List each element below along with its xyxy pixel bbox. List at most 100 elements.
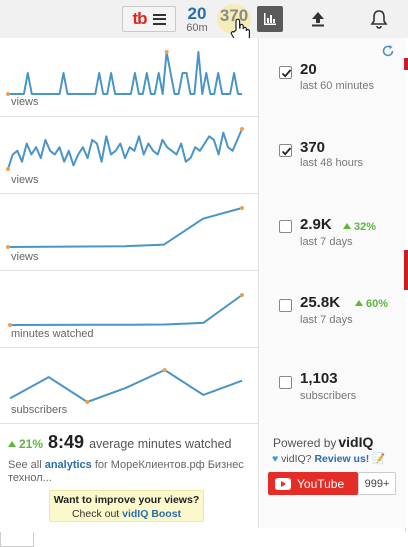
bar-chart-button[interactable]	[257, 6, 283, 32]
min-point-marker	[8, 323, 12, 327]
subscribers-label: subscribers	[300, 390, 357, 402]
youtube-play-icon	[275, 477, 291, 490]
views-7d-period: last 7 days	[300, 236, 353, 248]
graph-row-minutes-7d: minutes watched	[0, 271, 258, 348]
views-48h-sparkline	[6, 127, 244, 171]
stat-row-views-48h: 370 last 48 hours	[260, 117, 406, 194]
up-arrow-icon	[355, 300, 363, 306]
graph-row-views-48h: views	[0, 117, 258, 194]
youtube-subscriber-count: 999+	[358, 472, 396, 495]
views-7d-sparkline	[6, 206, 244, 249]
stat-row-views-60m: 20 last 60 minutes	[260, 38, 406, 117]
graph-row-views-7d: views	[0, 194, 258, 271]
views-7d-count: 2.9K	[300, 216, 332, 233]
vidiq-logo: tb	[132, 9, 147, 28]
minutes-7d-growth: 60%	[355, 298, 388, 310]
up-arrow-icon	[8, 441, 16, 447]
views-60m-checkbox[interactable]	[279, 66, 292, 79]
stats-column: 20 last 60 minutes 370 last 48 hours 2.9…	[260, 38, 406, 528]
page-background	[0, 532, 408, 547]
graph-label: views	[11, 174, 39, 186]
views-60m-count: 20	[300, 61, 317, 78]
views-60m-value: 20	[187, 4, 207, 23]
minutes-watched-sparkline	[8, 293, 244, 327]
vidiq-boost-link[interactable]: vidIQ Boost	[122, 508, 182, 520]
views-60m-sparkline	[6, 50, 242, 96]
boost-cta: Check out vidIQ Boost	[71, 508, 182, 520]
graph-label: views	[11, 96, 39, 108]
max-point-marker	[162, 368, 167, 372]
upload-icon	[312, 12, 324, 27]
views-48h-count: 370	[300, 139, 326, 156]
heart-icon: ♥	[272, 453, 279, 465]
max-point-marker	[164, 50, 169, 54]
upload-button[interactable]	[307, 6, 329, 32]
minutes-7d-checkbox[interactable]	[279, 299, 292, 312]
subscribers-count: 1,103	[300, 370, 338, 387]
minutes-7d-count: 25.8K	[300, 294, 341, 311]
sparkline-series	[9, 294, 243, 326]
stat-row-minutes-7d: 25.8K 60% last 7 days	[260, 271, 406, 348]
views-60m-period: last 60 minutes	[300, 80, 374, 92]
views-48h-stat[interactable]: 370	[217, 4, 251, 34]
checkmark-icon	[281, 147, 292, 156]
views-48h-value: 370	[219, 6, 249, 25]
note-icon: 📝	[372, 453, 386, 465]
graph-label: minutes watched	[11, 328, 94, 340]
review-prompt: ♥ vidIQ? Review us! 📝	[272, 453, 386, 465]
page-red-edge	[404, 250, 408, 290]
views-48h-checkbox[interactable]	[279, 144, 292, 157]
graph-row-views-60m: views	[0, 38, 258, 117]
toolbar: tb 20 60m 370	[0, 0, 408, 43]
views-48h-period: last 48 hours	[300, 157, 363, 169]
vidiq-brand: vidIQ	[338, 434, 374, 450]
average-watch-time: 21% 8:49 average minutes watched	[8, 432, 232, 453]
subscribers-sparkline	[9, 368, 243, 404]
views-60m-label: 60m	[186, 22, 208, 34]
review-link[interactable]: Review us!	[314, 453, 370, 465]
checkmark-icon	[281, 69, 292, 78]
sparkline-series	[7, 128, 243, 170]
stats-popup: views views views minutes watched subscr…	[0, 38, 406, 532]
improve-views-banner[interactable]: Want to improve your views? Check out vi…	[49, 490, 204, 522]
avg-time-value: 8:49	[48, 432, 85, 452]
max-point-marker	[240, 293, 244, 297]
views-60m-stat[interactable]: 20 60m	[184, 4, 210, 34]
analytics-link[interactable]: analytics	[44, 459, 92, 471]
sparkline-series	[8, 51, 242, 95]
stat-row-subscribers: 1,103 subscribers	[260, 348, 406, 424]
youtube-label: YouTube	[297, 476, 345, 491]
page-red-edge	[404, 58, 408, 70]
refresh-icon[interactable]	[381, 44, 395, 58]
avg-time-label: average minutes watched	[89, 437, 232, 451]
notifications-button[interactable]	[368, 6, 390, 32]
min-point-marker	[6, 167, 10, 171]
minutes-7d-period: last 7 days	[300, 314, 353, 326]
sparkline-series	[7, 207, 243, 248]
min-point-marker	[6, 92, 10, 96]
sparkline-series	[9, 369, 243, 403]
youtube-subscribe-button[interactable]: YouTube	[268, 472, 358, 495]
page-tab-edge	[0, 532, 34, 547]
min-point-marker	[85, 400, 90, 404]
graph-label: subscribers	[11, 404, 68, 416]
graphs-column: views views views minutes watched subscr…	[0, 38, 259, 528]
vidiq-menu-button[interactable]: tb	[122, 6, 176, 32]
up-arrow-icon	[343, 223, 351, 229]
see-all-analytics: See all analytics for МореКлиентов.рф Би…	[8, 459, 244, 484]
views-7d-checkbox[interactable]	[279, 220, 292, 233]
min-point-marker	[6, 245, 10, 249]
bell-icon	[370, 10, 388, 29]
powered-by: Powered by vidIQ	[273, 434, 374, 450]
max-point-marker	[240, 206, 244, 210]
views-7d-growth: 32%	[343, 221, 376, 233]
graph-row-subscribers: subscribers	[0, 348, 258, 424]
subscribers-checkbox[interactable]	[279, 376, 292, 389]
stat-row-views-7d: 2.9K 32% last 7 days	[260, 194, 406, 271]
improve-question: Want to improve your views?	[53, 494, 200, 506]
menu-icon	[152, 13, 166, 25]
avg-growth: 21%	[8, 437, 43, 451]
max-point-marker	[240, 127, 244, 131]
bar-chart-icon	[264, 13, 276, 25]
graph-label: views	[11, 251, 39, 263]
